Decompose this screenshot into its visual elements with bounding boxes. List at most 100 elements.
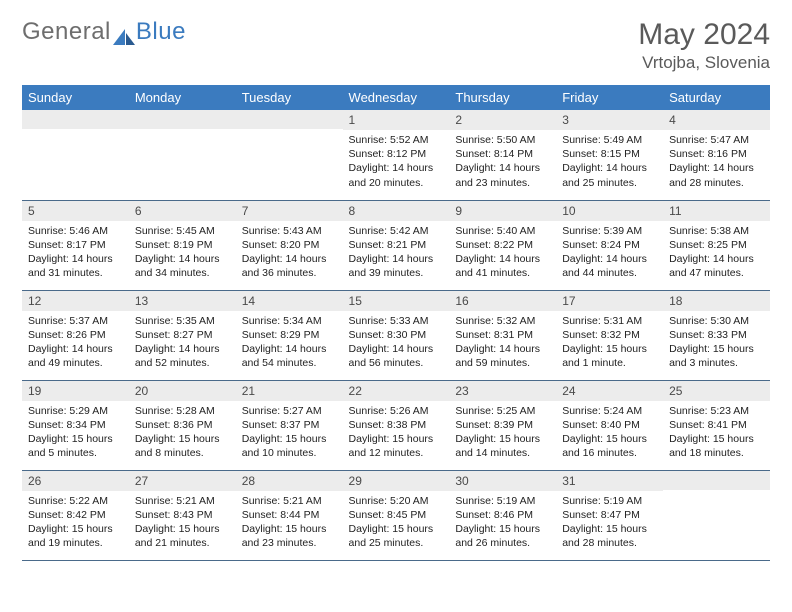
sunrise-line: Sunrise: 5:42 AM xyxy=(349,224,444,238)
day-number: 13 xyxy=(129,291,236,311)
empty-daynum xyxy=(236,110,343,129)
title-block: May 2024 Vrtojba, Slovenia xyxy=(638,18,770,73)
sunrise-line: Sunrise: 5:21 AM xyxy=(242,494,337,508)
logo-text-general: General xyxy=(22,18,111,46)
sunset-line: Sunset: 8:12 PM xyxy=(349,147,444,161)
sunset-line: Sunset: 8:39 PM xyxy=(455,418,550,432)
sunset-line: Sunset: 8:44 PM xyxy=(242,508,337,522)
sunset-line: Sunset: 8:37 PM xyxy=(242,418,337,432)
day-info: Sunrise: 5:43 AMSunset: 8:20 PMDaylight:… xyxy=(236,221,343,285)
day-info: Sunrise: 5:40 AMSunset: 8:22 PMDaylight:… xyxy=(449,221,556,285)
empty-cell xyxy=(129,110,236,200)
day-cell: 20Sunrise: 5:28 AMSunset: 8:36 PMDayligh… xyxy=(129,380,236,470)
daylight-line: Daylight: 14 hours and 49 minutes. xyxy=(28,342,123,370)
sunset-line: Sunset: 8:16 PM xyxy=(669,147,764,161)
day-cell: 28Sunrise: 5:21 AMSunset: 8:44 PMDayligh… xyxy=(236,470,343,560)
daylight-line: Daylight: 15 hours and 25 minutes. xyxy=(349,522,444,550)
day-info: Sunrise: 5:29 AMSunset: 8:34 PMDaylight:… xyxy=(22,401,129,465)
day-info: Sunrise: 5:47 AMSunset: 8:16 PMDaylight:… xyxy=(663,130,770,194)
day-cell: 11Sunrise: 5:38 AMSunset: 8:25 PMDayligh… xyxy=(663,200,770,290)
day-number: 27 xyxy=(129,471,236,491)
day-cell: 15Sunrise: 5:33 AMSunset: 8:30 PMDayligh… xyxy=(343,290,450,380)
day-cell: 3Sunrise: 5:49 AMSunset: 8:15 PMDaylight… xyxy=(556,110,663,200)
sunrise-line: Sunrise: 5:43 AM xyxy=(242,224,337,238)
day-cell: 23Sunrise: 5:25 AMSunset: 8:39 PMDayligh… xyxy=(449,380,556,470)
day-number: 4 xyxy=(663,110,770,130)
sunset-line: Sunset: 8:25 PM xyxy=(669,238,764,252)
day-info: Sunrise: 5:38 AMSunset: 8:25 PMDaylight:… xyxy=(663,221,770,285)
daylight-line: Daylight: 14 hours and 34 minutes. xyxy=(135,252,230,280)
sunrise-line: Sunrise: 5:19 AM xyxy=(562,494,657,508)
daylight-line: Daylight: 14 hours and 54 minutes. xyxy=(242,342,337,370)
day-number: 17 xyxy=(556,291,663,311)
sunset-line: Sunset: 8:27 PM xyxy=(135,328,230,342)
day-number: 2 xyxy=(449,110,556,130)
sunrise-line: Sunrise: 5:52 AM xyxy=(349,133,444,147)
day-cell: 12Sunrise: 5:37 AMSunset: 8:26 PMDayligh… xyxy=(22,290,129,380)
day-cell: 30Sunrise: 5:19 AMSunset: 8:46 PMDayligh… xyxy=(449,470,556,560)
day-cell: 31Sunrise: 5:19 AMSunset: 8:47 PMDayligh… xyxy=(556,470,663,560)
day-info: Sunrise: 5:27 AMSunset: 8:37 PMDaylight:… xyxy=(236,401,343,465)
sunrise-line: Sunrise: 5:37 AM xyxy=(28,314,123,328)
day-number: 9 xyxy=(449,201,556,221)
day-number: 16 xyxy=(449,291,556,311)
daylight-line: Daylight: 15 hours and 28 minutes. xyxy=(562,522,657,550)
daylight-line: Daylight: 15 hours and 10 minutes. xyxy=(242,432,337,460)
page-header: GeneralBlue May 2024 Vrtojba, Slovenia xyxy=(22,18,770,73)
day-cell: 5Sunrise: 5:46 AMSunset: 8:17 PMDaylight… xyxy=(22,200,129,290)
sunset-line: Sunset: 8:24 PM xyxy=(562,238,657,252)
day-cell: 16Sunrise: 5:32 AMSunset: 8:31 PMDayligh… xyxy=(449,290,556,380)
calendar-row: 19Sunrise: 5:29 AMSunset: 8:34 PMDayligh… xyxy=(22,380,770,470)
sunrise-line: Sunrise: 5:38 AM xyxy=(669,224,764,238)
day-number: 8 xyxy=(343,201,450,221)
sunrise-line: Sunrise: 5:34 AM xyxy=(242,314,337,328)
sunrise-line: Sunrise: 5:45 AM xyxy=(135,224,230,238)
empty-cell xyxy=(236,110,343,200)
day-number: 25 xyxy=(663,381,770,401)
sunrise-line: Sunrise: 5:27 AM xyxy=(242,404,337,418)
day-info: Sunrise: 5:19 AMSunset: 8:46 PMDaylight:… xyxy=(449,491,556,555)
day-cell: 7Sunrise: 5:43 AMSunset: 8:20 PMDaylight… xyxy=(236,200,343,290)
day-number: 24 xyxy=(556,381,663,401)
day-number: 14 xyxy=(236,291,343,311)
sunset-line: Sunset: 8:36 PM xyxy=(135,418,230,432)
empty-cell xyxy=(22,110,129,200)
day-info: Sunrise: 5:25 AMSunset: 8:39 PMDaylight:… xyxy=(449,401,556,465)
daylight-line: Daylight: 15 hours and 16 minutes. xyxy=(562,432,657,460)
calendar-table: SundayMondayTuesdayWednesdayThursdayFrid… xyxy=(22,85,770,561)
day-number: 7 xyxy=(236,201,343,221)
daylight-line: Daylight: 14 hours and 52 minutes. xyxy=(135,342,230,370)
day-info: Sunrise: 5:49 AMSunset: 8:15 PMDaylight:… xyxy=(556,130,663,194)
daylight-line: Daylight: 15 hours and 14 minutes. xyxy=(455,432,550,460)
month-title: May 2024 xyxy=(638,18,770,51)
daylight-line: Daylight: 14 hours and 20 minutes. xyxy=(349,161,444,189)
sunrise-line: Sunrise: 5:19 AM xyxy=(455,494,550,508)
daylight-line: Daylight: 14 hours and 28 minutes. xyxy=(669,161,764,189)
sunrise-line: Sunrise: 5:21 AM xyxy=(135,494,230,508)
empty-daynum xyxy=(22,110,129,129)
day-number: 22 xyxy=(343,381,450,401)
calendar-row: 12Sunrise: 5:37 AMSunset: 8:26 PMDayligh… xyxy=(22,290,770,380)
day-info: Sunrise: 5:30 AMSunset: 8:33 PMDaylight:… xyxy=(663,311,770,375)
sunset-line: Sunset: 8:19 PM xyxy=(135,238,230,252)
weekday-header: Monday xyxy=(129,85,236,110)
sunrise-line: Sunrise: 5:23 AM xyxy=(669,404,764,418)
day-info: Sunrise: 5:33 AMSunset: 8:30 PMDaylight:… xyxy=(343,311,450,375)
day-number: 18 xyxy=(663,291,770,311)
weekday-header: Tuesday xyxy=(236,85,343,110)
day-info: Sunrise: 5:32 AMSunset: 8:31 PMDaylight:… xyxy=(449,311,556,375)
daylight-line: Daylight: 14 hours and 44 minutes. xyxy=(562,252,657,280)
day-info: Sunrise: 5:28 AMSunset: 8:36 PMDaylight:… xyxy=(129,401,236,465)
daylight-line: Daylight: 14 hours and 39 minutes. xyxy=(349,252,444,280)
sunset-line: Sunset: 8:26 PM xyxy=(28,328,123,342)
sunrise-line: Sunrise: 5:25 AM xyxy=(455,404,550,418)
sunset-line: Sunset: 8:40 PM xyxy=(562,418,657,432)
daylight-line: Daylight: 14 hours and 36 minutes. xyxy=(242,252,337,280)
sunset-line: Sunset: 8:21 PM xyxy=(349,238,444,252)
day-number: 28 xyxy=(236,471,343,491)
daylight-line: Daylight: 15 hours and 18 minutes. xyxy=(669,432,764,460)
weekday-header: Friday xyxy=(556,85,663,110)
sunset-line: Sunset: 8:41 PM xyxy=(669,418,764,432)
day-number: 20 xyxy=(129,381,236,401)
sunrise-line: Sunrise: 5:24 AM xyxy=(562,404,657,418)
